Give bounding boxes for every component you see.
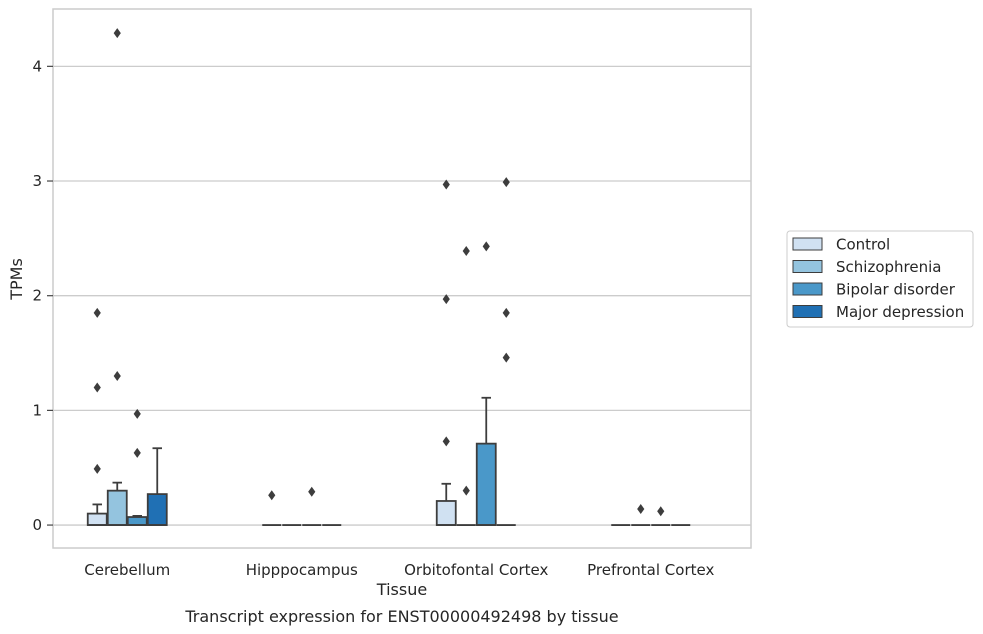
x-tick-label: Prefrontal Cortex <box>587 561 714 579</box>
y-tick-label: 2 <box>32 287 42 305</box>
y-axis-title: TPMs <box>7 258 26 301</box>
outlier-point <box>462 245 470 256</box>
legend-frame <box>786 230 974 328</box>
outlier-point <box>502 307 510 318</box>
box-bipolar-disorder <box>126 408 148 526</box>
outlier-point <box>502 352 510 363</box>
chart-caption: Transcript expression for ENST0000049249… <box>184 607 618 626</box>
outlier-point <box>93 463 101 474</box>
box-iqr <box>126 516 148 526</box>
y-axis-tick-labels: 0 1 2 3 4 <box>32 57 53 534</box>
y-tick-label: 4 <box>32 57 42 75</box>
legend-swatch <box>792 237 823 251</box>
outlier-point <box>637 504 645 515</box>
box-control <box>86 307 108 526</box>
outlier-point <box>113 370 121 381</box>
outlier-point <box>133 408 141 419</box>
legend-label: Bipolar disorder <box>836 281 956 299</box>
outlier-point <box>482 241 490 252</box>
outlier-point <box>113 28 121 39</box>
outlier-point <box>462 485 470 496</box>
box-schizophrenia <box>456 245 476 526</box>
box-major-depression <box>496 177 516 526</box>
box-schizophrenia <box>631 504 651 526</box>
legend: Control Schizophrenia Bipolar disorder Majo… <box>786 230 974 328</box>
outlier-point <box>442 436 450 447</box>
outlier-point <box>502 177 510 188</box>
box-bipolar-disorder <box>651 506 671 526</box>
plot-area-frame <box>52 8 752 549</box>
legend-swatch <box>792 260 823 273</box>
outlier-point <box>93 382 101 393</box>
box-plot-series <box>86 28 691 526</box>
box-major-depression <box>146 447 168 526</box>
box-iqr <box>146 493 168 526</box>
outlier-point <box>442 179 450 190</box>
x-axis-title: Tissue <box>376 580 427 599</box>
box-iqr <box>475 442 497 526</box>
x-tick-label: Cerebellum <box>84 561 170 579</box>
legend-swatch <box>792 305 823 318</box>
y-tick-label: 0 <box>32 516 42 534</box>
outlier-point <box>442 294 450 305</box>
box-bipolar-disorder <box>302 486 322 526</box>
y-tick-label: 1 <box>32 401 42 419</box>
x-axis-tick-labels: Cerebellum Hipppocampus Orbitofontal Corte… <box>84 561 714 579</box>
box-control <box>435 179 457 526</box>
x-tick-label: Orbitofontal Cortex <box>404 561 548 579</box>
legend-label: Control <box>836 236 890 254</box>
outlier-point <box>268 490 276 501</box>
x-tick-label: Hipppocampus <box>246 561 358 579</box>
box-schizophrenia <box>106 28 128 526</box>
y-tick-label: 3 <box>32 172 42 190</box>
box-iqr <box>86 512 108 526</box>
outlier-point <box>657 506 665 517</box>
legend-label: Major depression <box>836 303 964 321</box>
legend-label: Schizophrenia <box>836 258 941 276</box>
box-iqr <box>435 500 457 526</box>
legend-swatch <box>792 282 823 296</box>
box-bipolar-disorder <box>475 241 497 526</box>
box-iqr <box>106 489 128 526</box>
outlier-point <box>133 447 141 458</box>
box-control <box>262 490 282 526</box>
outlier-point <box>93 307 101 318</box>
outlier-point <box>308 486 316 497</box>
